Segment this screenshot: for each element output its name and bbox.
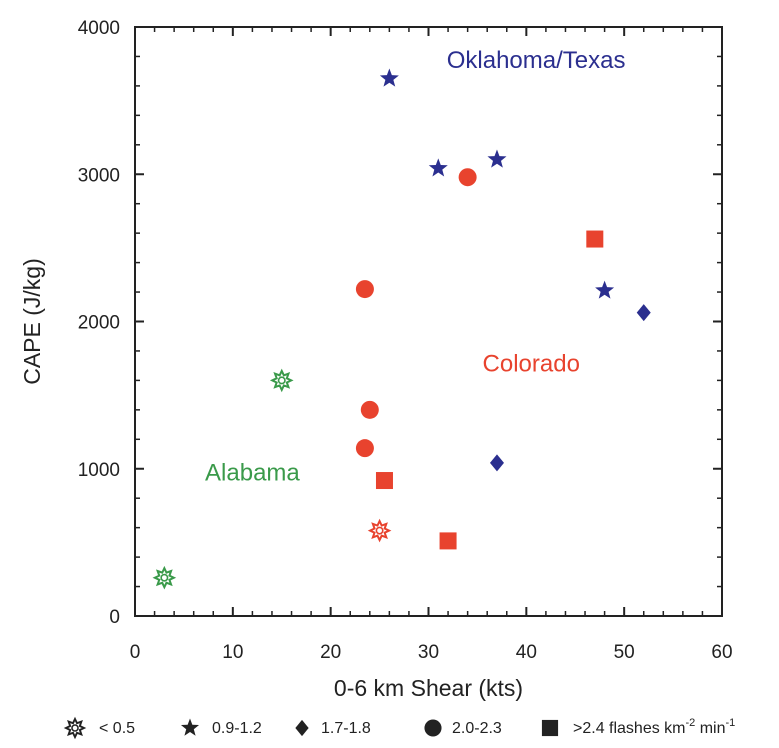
data-point-diamond: [636, 304, 651, 322]
y-tick-label: 2000: [78, 313, 120, 334]
data-point-square: [586, 230, 604, 248]
y-tick-label: 3000: [78, 165, 120, 186]
legend-marker-circle: [424, 719, 442, 737]
tick-labels: 0 10 20 30 40 50 60 0 1000 2000 3000 4000: [78, 18, 733, 663]
legend-label-circle: 2.0-2.3: [452, 720, 502, 737]
data-point-circle: [355, 439, 374, 458]
y-tick-label: 1000: [78, 460, 120, 481]
burst-center: [375, 526, 384, 535]
plot-border: [134, 26, 723, 617]
data-point-burst: [269, 368, 294, 393]
legend-label-square: >2.4 flashes km-2 min-1: [573, 717, 735, 737]
burst-center: [277, 376, 286, 385]
x-tick-label: 30: [418, 642, 439, 663]
burst-center: [160, 573, 169, 582]
data-point-square: [375, 472, 393, 490]
data-point-circle: [458, 168, 477, 187]
data-point-burst: [367, 518, 392, 543]
burst-outline: [63, 716, 87, 740]
data-point-circle: [355, 280, 374, 299]
legend-label-star: 0.9-1.2: [212, 720, 262, 737]
burst-outline: [367, 518, 392, 543]
plot-frame: [134, 26, 723, 617]
x-tick-label: 20: [320, 642, 341, 663]
y-axis-label: CAPE (J/kg): [19, 258, 45, 385]
x-tick-label: 0: [130, 642, 141, 663]
axis-ticks: [134, 26, 723, 617]
data-point-diamond: [489, 454, 504, 472]
legend-label-burst: < 0.5: [99, 720, 135, 737]
data-point-burst: [152, 565, 177, 590]
burst-outline: [269, 368, 294, 393]
y-tick-label: 0: [109, 607, 120, 628]
x-tick-label: 60: [711, 642, 732, 663]
region-label-oklahoma-texas: Oklahoma/Texas: [447, 47, 626, 74]
y-tick-label: 4000: [78, 18, 120, 39]
data-point-square: [439, 532, 457, 550]
burst-outline: [152, 565, 177, 590]
burst-center: [71, 724, 79, 732]
region-label-colorado: Colorado: [483, 351, 580, 378]
data-points: [152, 68, 651, 590]
data-point-star: [595, 280, 615, 299]
region-label-alabama: Alabama: [205, 460, 300, 487]
region-labels: Oklahoma/Texas Colorado Alabama: [205, 47, 625, 486]
legend-marker-star: [180, 718, 200, 736]
x-axis-label: 0-6 km Shear (kts): [334, 675, 523, 701]
legend: < 0.5 0.9-1.2 1.7-1.8 2.0-2.3 >2.4 flashes k…: [63, 716, 735, 740]
data-point-star: [379, 68, 399, 87]
x-tick-label: 10: [222, 642, 243, 663]
legend-marker-burst: [63, 716, 87, 740]
legend-marker-diamond: [295, 719, 309, 737]
x-tick-label: 40: [516, 642, 537, 663]
legend-marker-square: [541, 719, 559, 737]
data-point-circle: [360, 400, 379, 419]
data-point-star: [487, 149, 507, 168]
legend-label-diamond: 1.7-1.8: [321, 720, 371, 737]
x-tick-label: 50: [614, 642, 635, 663]
data-point-star: [428, 158, 448, 177]
